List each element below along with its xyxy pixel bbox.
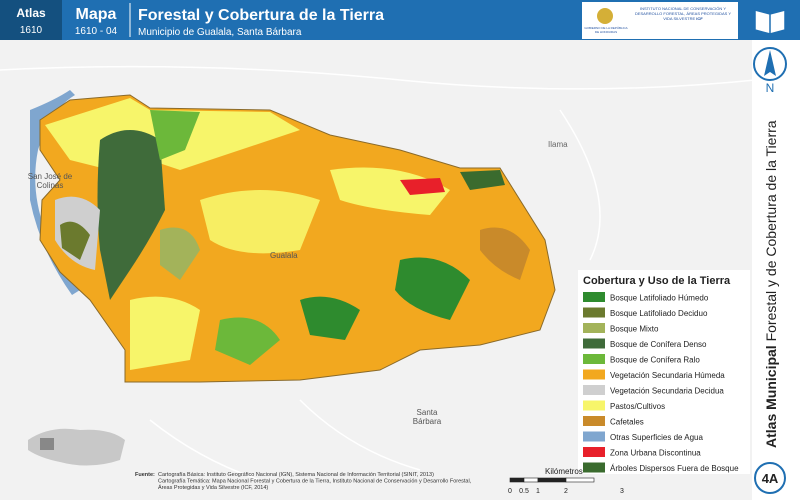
- page-code: 4A: [762, 471, 779, 486]
- legend-items: Bosque Latifoliado Húmedo Bosque Latifoli…: [583, 292, 739, 473]
- legend-swatch: [583, 354, 605, 364]
- legend-label: Zona Urbana Discontinua: [610, 449, 701, 458]
- map-number: 1610 - 04: [75, 26, 118, 37]
- atlas-number: 1610: [20, 25, 43, 36]
- logo-acronym: ICF: [696, 16, 703, 21]
- legend-swatch: [583, 292, 605, 302]
- scale-label: 2: [564, 488, 568, 495]
- scale-segment: [509, 477, 525, 483]
- logo-left-text: GOBIERNO DE LA REPÚBLICA DE HONDURAS: [584, 26, 628, 34]
- logo-right-name: INSTITUTO NACIONAL DE CONSERVACIÓN Y DES…: [634, 6, 732, 21]
- scale-label: 3: [620, 488, 624, 495]
- legend-swatch: [583, 323, 605, 333]
- atlas-label: Atlas: [16, 6, 46, 20]
- side-title-rest: Forestal y de Cobertura de la Tierra: [763, 120, 779, 341]
- legend-swatch: [583, 307, 605, 318]
- legend-title: Cobertura y Uso de la Tierra: [583, 275, 731, 287]
- place-label: Ilama: [548, 140, 568, 149]
- scale-unit: Kilómetros: [545, 467, 583, 476]
- side-strip: [752, 40, 800, 500]
- sources: Cartografía Básica: Instituto Geográfico…: [158, 472, 472, 491]
- north-arrow: [764, 50, 776, 76]
- legend-label: Pastos/Cultivos: [610, 402, 665, 411]
- scale-segment: [537, 477, 567, 483]
- legend-swatch: [583, 369, 605, 380]
- legend-label: Otras Superficies de Agua: [610, 433, 703, 442]
- page-code-circle: [754, 462, 786, 494]
- side-title-bold: Atlas Municipal: [763, 345, 779, 448]
- legend-swatch: [583, 400, 605, 411]
- inset-highlight: [40, 438, 54, 450]
- scale-label: 0.5: [519, 488, 529, 495]
- legend-swatch: [583, 338, 605, 349]
- legend-label: Bosque de Conífera Ralo: [610, 356, 700, 365]
- side-title: Atlas Municipal Forestal y de Cobertura …: [763, 120, 779, 448]
- inset-map: [28, 428, 125, 466]
- map-label: Mapa: [76, 6, 117, 23]
- place-label-box: San José de Colinas: [27, 172, 73, 190]
- sources-label: Fuente:: [135, 472, 155, 478]
- logo-right-text: INSTITUTO NACIONAL DE CONSERVACIÓN Y DES…: [630, 6, 736, 21]
- roads: [0, 65, 800, 481]
- atlas-box: [0, 0, 62, 40]
- legend-label: Cafetales: [610, 418, 644, 427]
- legend-swatch: [583, 462, 605, 473]
- source-line: Cartografía Temática: Mapa Nacional Fore…: [158, 479, 472, 485]
- place-label: Gualala: [270, 251, 298, 260]
- source-line: Áreas Protegidas y Vida Silvestre (ICF, …: [158, 484, 268, 491]
- subtitle: Municipio de Gualala, Santa Bárbara: [138, 27, 302, 38]
- source-line: Cartografía Básica: Instituto Geográfico…: [158, 472, 434, 478]
- scale-label: 0: [508, 488, 512, 495]
- legend-label: Bosque Latifoliado Deciduo: [610, 309, 708, 318]
- legend-label: Bosque Latifoliado Húmedo: [610, 294, 709, 303]
- title: Forestal y Cobertura de la Tierra: [138, 7, 384, 24]
- land-cover-patches: [45, 98, 530, 370]
- north-label: N: [766, 81, 775, 95]
- legend-label: Árboles Dispersos Fuera de Bosque: [610, 464, 739, 473]
- legend-swatch: [583, 431, 605, 442]
- logo-emblem: [597, 8, 613, 24]
- legend-label: Bosque Mixto: [610, 325, 659, 334]
- legend-swatch: [583, 416, 605, 426]
- legend-swatch: [583, 385, 605, 395]
- place-label: Santa Bárbara: [412, 408, 442, 426]
- legend-label: Vegetación Secundaria Decidua: [610, 387, 724, 396]
- scale-label: 1: [536, 488, 540, 495]
- scale-segment: [523, 477, 539, 483]
- legend-label: Bosque de Conífera Denso: [610, 340, 707, 349]
- legend-label: Vegetación Secundaria Húmeda: [610, 371, 725, 380]
- scale-segment: [565, 477, 595, 483]
- place-label-box: Santa Bárbara: [412, 408, 442, 426]
- place-label: San José de Colinas: [27, 172, 73, 190]
- legend-swatch: [583, 447, 605, 457]
- book-icon: [754, 9, 786, 35]
- legend-box: [578, 270, 750, 474]
- scale-bar: 0 0.5 1 2 3 Kilómetros: [508, 467, 624, 495]
